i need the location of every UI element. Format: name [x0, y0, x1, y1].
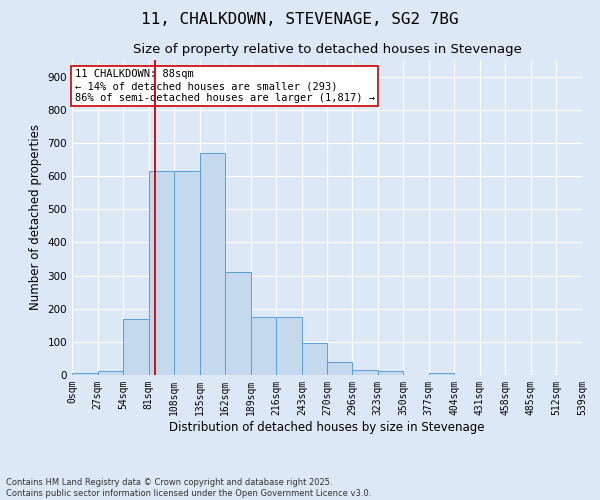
Bar	[352, 370, 377, 375]
Bar	[200, 153, 225, 375]
Bar	[302, 342, 328, 375]
Bar	[377, 371, 403, 375]
Bar	[149, 171, 174, 375]
Bar	[251, 317, 277, 375]
Text: 11 CHALKDOWN: 88sqm
← 14% of detached houses are smaller (293)
86% of semi-detac: 11 CHALKDOWN: 88sqm ← 14% of detached ho…	[74, 70, 374, 102]
Bar	[277, 317, 302, 375]
Bar	[328, 362, 352, 375]
Y-axis label: Number of detached properties: Number of detached properties	[29, 124, 42, 310]
Bar	[98, 371, 123, 375]
Text: 11, CHALKDOWN, STEVENAGE, SG2 7BG: 11, CHALKDOWN, STEVENAGE, SG2 7BG	[141, 12, 459, 28]
Bar	[429, 372, 454, 375]
Bar	[225, 272, 251, 375]
Bar	[174, 171, 200, 375]
Text: Contains HM Land Registry data © Crown copyright and database right 2025.
Contai: Contains HM Land Registry data © Crown c…	[6, 478, 371, 498]
Title: Size of property relative to detached houses in Stevenage: Size of property relative to detached ho…	[133, 43, 521, 56]
Bar	[72, 374, 98, 375]
Bar	[123, 318, 149, 375]
X-axis label: Distribution of detached houses by size in Stevenage: Distribution of detached houses by size …	[169, 420, 485, 434]
